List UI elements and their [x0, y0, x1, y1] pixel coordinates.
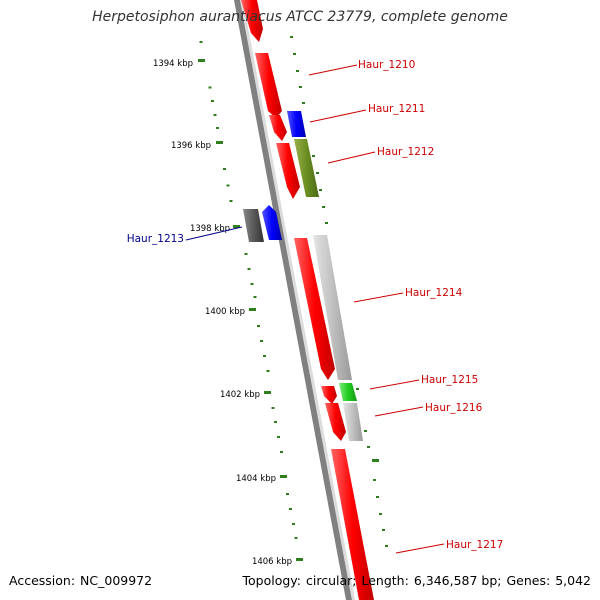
gene-label-haur-1210[interactable]: Haur_1210 — [358, 59, 415, 71]
gene-block-haur-1212[interactable] — [294, 139, 319, 197]
leader-line — [353, 292, 404, 303]
ruler-tick — [198, 59, 205, 62]
ruler-label: 1404 kbp — [236, 474, 276, 484]
ruler-label: 1398 kbp — [190, 224, 230, 234]
leader-line — [374, 406, 424, 417]
ruler-label: 1394 kbp — [153, 59, 193, 69]
gene-block-haur-1213[interactable] — [243, 209, 264, 242]
gene-block-haur-1215[interactable] — [339, 383, 357, 401]
gene-features[interactable] — [241, 0, 374, 600]
leader-line — [395, 543, 445, 554]
ruler-label: 1400 kbp — [205, 307, 245, 317]
gene-arrow-forward[interactable] — [321, 386, 337, 404]
leader-line — [309, 109, 367, 123]
leader-line — [369, 379, 420, 390]
ruler-label: 1396 kbp — [171, 141, 211, 151]
gene-arrow-forward-haur-1210[interactable] — [255, 53, 282, 118]
accession-info: Accession: NC_009972 — [9, 573, 152, 588]
leader-line — [327, 151, 376, 164]
length-label: Length: — [361, 573, 409, 588]
ruler-label: 1402 kbp — [220, 390, 260, 400]
length-value: 6,346,587 bp; — [413, 573, 502, 588]
ruler-tick — [296, 558, 303, 561]
topology-label: Topology: — [242, 573, 301, 588]
ruler-dots — [199, 41, 298, 539]
genes-value: 5,042 — [555, 573, 591, 588]
gene-label-haur-1212[interactable]: Haur_1212 — [377, 146, 434, 158]
gene-arrow-forward[interactable] — [276, 143, 300, 199]
gene-arrow-forward[interactable] — [241, 0, 263, 42]
gene-label-haur-1213[interactable]: Haur_1213 — [127, 233, 184, 245]
ruler-tick — [249, 308, 256, 311]
ruler-tick — [233, 225, 240, 228]
position-ruler: 1394 kbp 1396 kbp 1398 kbp 1400 kbp 1402… — [153, 41, 303, 567]
gene-label-haur-1216[interactable]: Haur_1216 — [425, 402, 483, 414]
gene-arrow-reverse[interactable] — [262, 205, 282, 240]
ruler-tick — [264, 391, 271, 394]
genes-label: Genes: — [506, 573, 551, 588]
gene-label-haur-1211[interactable]: Haur_1211 — [368, 103, 425, 115]
gene-arrow-forward-haur-1214[interactable] — [294, 238, 335, 380]
gene-arrow-forward[interactable] — [325, 403, 346, 441]
map-title: Herpetosiphon aurantiacus ATCC 23779, co… — [92, 9, 508, 25]
gene-block-haur-1216[interactable] — [343, 403, 363, 441]
ruler-label: 1406 kbp — [252, 557, 292, 567]
gene-block-haur-1214[interactable] — [313, 235, 352, 380]
gene-labels: Haur_1210 Haur_1211 Haur_1212 Haur_1213 … — [127, 59, 503, 554]
gene-arrow-forward-haur-1217[interactable] — [331, 449, 374, 600]
gene-block-haur-1211[interactable] — [287, 111, 306, 137]
gene-label-haur-1214[interactable]: Haur_1214 — [405, 287, 463, 299]
accession-value: NC_009972 — [80, 573, 153, 588]
genome-backbone — [234, 0, 355, 600]
leader-line — [185, 226, 243, 241]
ruler-tick — [280, 475, 287, 478]
leader-line — [308, 64, 358, 76]
gene-label-haur-1215[interactable]: Haur_1215 — [421, 374, 478, 386]
ruler-tick — [216, 141, 223, 144]
gene-arrow-forward[interactable] — [269, 115, 287, 141]
genome-stats: Topology: circular; Length: 6,346,587 bp; Ge… — [242, 573, 591, 588]
accession-label: Accession: — [9, 573, 76, 588]
feature-guide-track — [290, 36, 388, 547]
gene-label-haur-1217[interactable]: Haur_1217 — [446, 539, 503, 551]
topology-value: circular; — [305, 573, 357, 588]
